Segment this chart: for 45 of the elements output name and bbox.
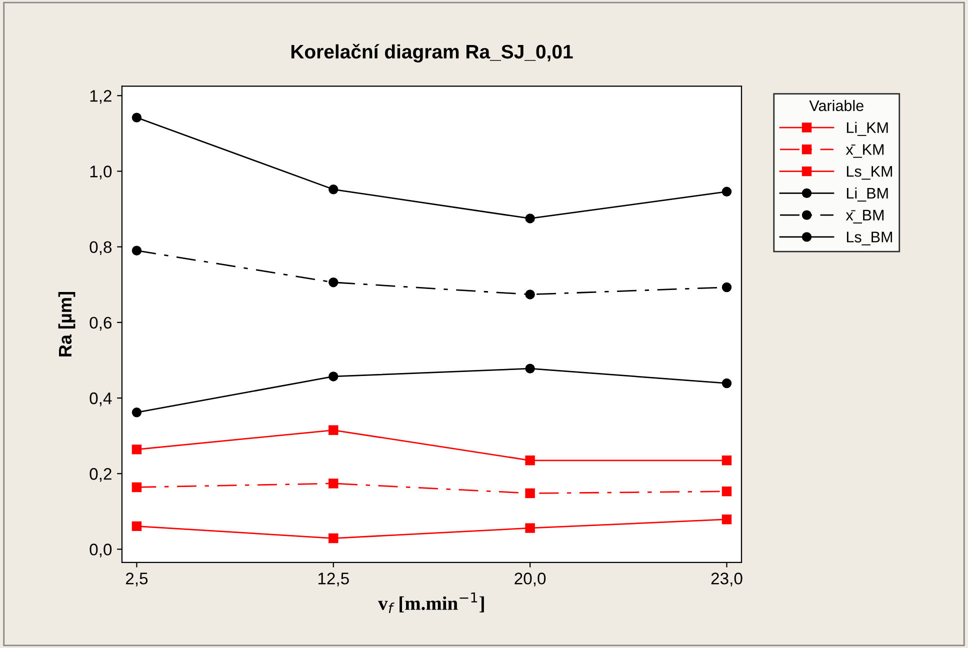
y-tick-label: 0,4 [90,392,112,406]
point [525,290,535,300]
y-tick-label: 0,2 [90,468,112,482]
point [525,523,535,533]
point [328,278,338,288]
legend-title: Variable [809,100,864,112]
legend-label: Li_KM [846,122,888,136]
legend-label: x̄_KM [846,144,884,158]
point [328,184,338,194]
point [132,444,142,454]
point [525,214,535,224]
point [525,364,535,374]
legend-label: x̄_BM [846,210,884,224]
point [525,488,535,498]
x-axis-title: v$_{f}$ [m.min$^{−1}$] [378,592,484,613]
point [132,482,142,492]
legend-label: Ls_KM [846,166,892,180]
y-axis-title: Ra [µm] [58,292,76,356]
point [722,486,732,496]
y-tick-label: 0,8 [90,241,112,256]
point [132,521,142,532]
point [132,246,142,256]
point [328,478,338,488]
point [525,456,535,466]
y-tick-label: 1,0 [90,166,112,180]
x-tick-label: 20,0 [514,572,546,586]
x-tick-label: 12,5 [318,572,349,586]
chart-title: Korelační diagram Ra_SJ_0,01 [291,44,573,63]
y-tick-label: 0,0 [90,544,112,558]
y-tick-label: 1,2 [90,90,112,104]
legend-label: Ls_BM [846,232,892,246]
point [722,186,732,197]
x-tick-label: 23,0 [711,572,742,586]
x-tick-label: 2,5 [126,572,148,586]
point [132,408,142,418]
point [722,456,732,466]
point [722,514,732,524]
point [132,112,142,122]
point [328,533,338,544]
point [328,425,338,436]
point [328,372,338,382]
point [722,282,732,292]
point [722,378,732,388]
legend-label: Li_BM [846,187,888,202]
y-tick-label: 0,6 [90,316,112,331]
